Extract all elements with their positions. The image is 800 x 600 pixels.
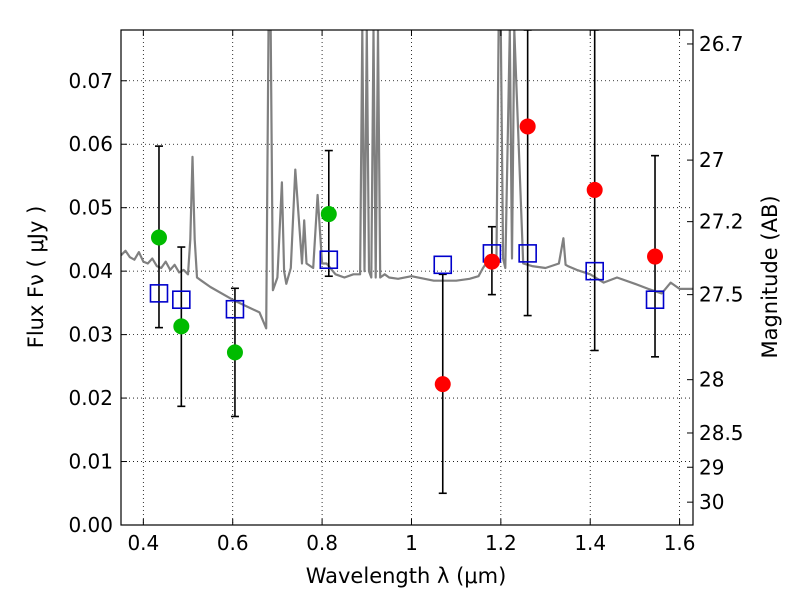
axis-ticks: 0.4 0.6 0.8 1 1.2 1.4 1.6 0.00 0.01 0.02 0.03 0.04 0…: [68, 30, 744, 555]
right-tick-label: 27.2: [699, 210, 744, 234]
x-tick-label: 0.4: [127, 531, 159, 555]
observed-point: [483, 253, 500, 270]
model-photometry-square: [645, 290, 665, 310]
observed-point: [519, 118, 536, 135]
y-tick-label: 0.04: [68, 259, 113, 283]
right-tick-label: 29: [699, 455, 724, 479]
right-tick-label: 30: [699, 490, 724, 514]
model-photometry-square: [172, 290, 191, 310]
y-tick-label: 0.00: [68, 513, 113, 537]
observed-point: [173, 318, 190, 335]
model-photometry-square: [225, 299, 245, 319]
observed-point: [226, 344, 243, 361]
model-sed-layer: [121, 30, 693, 330]
x-tick-label: 1.6: [664, 531, 696, 555]
plot-frame: [120, 29, 694, 526]
observed-point: [150, 229, 167, 246]
y-tick-label: 0.05: [68, 196, 113, 220]
right-tick-label: 26.7: [699, 32, 744, 56]
right-tick-label: 27: [699, 148, 724, 172]
right-tick-label: 28.5: [699, 421, 744, 445]
model-photometry-square: [433, 255, 453, 275]
observed-point: [320, 206, 337, 223]
right-axis-title: Magnitude (AB): [758, 195, 782, 358]
model-photometry-square: [319, 250, 339, 270]
model-photometry-square: [585, 261, 604, 281]
x-tick-label: 1: [405, 531, 418, 555]
y-tick-label: 0.06: [68, 132, 113, 156]
x-axis-title: Wavelength λ (μm): [306, 564, 507, 588]
y-axis-title: Flux Fν ( μJy ): [24, 206, 48, 349]
x-tick-label: 0.8: [306, 531, 338, 555]
observed-point: [434, 376, 451, 393]
model-sed-line: [121, 30, 693, 330]
model-photometry-square: [149, 284, 169, 303]
y-tick-label: 0.01: [68, 450, 113, 474]
x-tick-label: 1.2: [485, 531, 517, 555]
observed-points-layer: [150, 118, 664, 393]
observed-point: [647, 248, 664, 265]
right-tick-label: 28: [699, 368, 724, 392]
right-tick-label: 27.5: [699, 283, 744, 307]
y-tick-label: 0.02: [68, 386, 113, 410]
y-tick-label: 0.03: [68, 323, 113, 347]
model-photometry-square: [518, 244, 537, 263]
observed-point: [586, 181, 603, 198]
x-tick-label: 0.6: [217, 531, 249, 555]
x-tick-label: 1.4: [574, 531, 606, 555]
y-tick-label: 0.07: [68, 69, 113, 93]
